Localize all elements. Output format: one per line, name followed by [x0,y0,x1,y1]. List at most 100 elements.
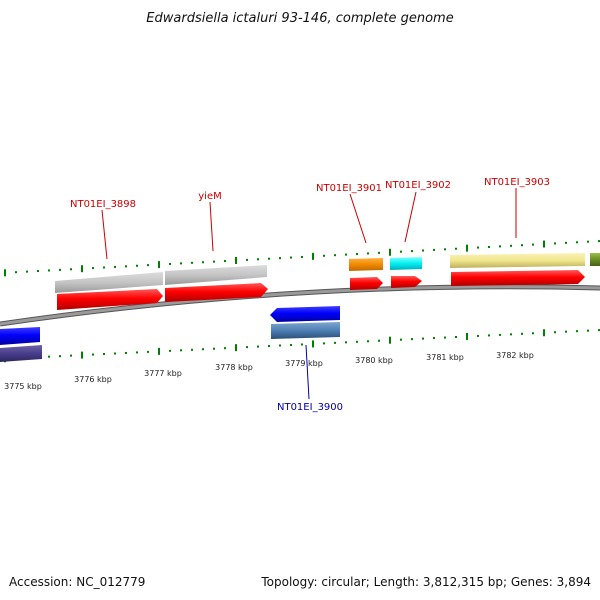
cog-feature-3902 [390,257,422,270]
gc-track-dot [70,268,72,271]
gc-track-tick [543,329,545,337]
gc-track-dot [532,332,534,335]
gc-track-dot [521,332,523,335]
gc-track-tick [235,344,237,352]
gc-track-dot [37,270,39,273]
gc-track-dot [532,243,534,246]
map-title: Edwardsiella ictaluri 93-146, complete g… [146,11,453,26]
gc-track-dot [224,260,226,263]
gc-track-dot [499,333,501,336]
gc-track-tick [4,269,6,277]
gc-track-dot [125,351,127,354]
gc-track-dot [367,252,369,255]
gc-track-dot [147,264,149,267]
gc-track-tick [158,347,160,355]
scale-tick-label: 3776 kbp [74,375,112,384]
gc-track-tick [235,256,237,264]
cds-arrow-left-reverse [0,327,40,345]
gc-track-dot [301,255,303,258]
gene-label-3898: NT01EI_3898 [70,199,136,210]
gc-track-dot [268,257,270,260]
gc-track-dot [169,262,171,265]
gc-track-dot [422,249,424,252]
gc-track-dot [565,330,567,333]
gc-track-dot [191,348,193,351]
cds-arrow-3903 [451,270,585,286]
gc-track-dot [444,248,446,251]
cog-feature-3903 [450,253,585,268]
gc-track-tick [389,248,391,256]
gc-track-dot [345,341,347,344]
gene-label-3902: NT01EI_3902 [385,180,451,191]
scale-tick-label: 3782 kbp [496,351,534,360]
gc-track-dot [290,256,292,259]
gc-track-tick [466,332,468,340]
gc-track-dot [576,330,578,333]
cog-feature-yieM [165,265,267,285]
gc-track-dot [268,345,270,348]
cog-feature-3901 [349,258,383,271]
gene-label-3903: NT01EI_3903 [484,177,550,188]
gc-track-dot [422,337,424,340]
cds-arrow-3902 [391,276,422,288]
gene-label-leaders [101,188,517,400]
gc-track-dot [103,353,105,356]
gc-track-dot [400,338,402,341]
gc-track-dot [246,258,248,261]
scale-tick-label: 3779 kbp [285,359,323,368]
gc-track-dot [48,269,50,272]
gc-track-dot [455,247,457,250]
gc-track-dot [103,266,105,269]
gc-content-track-inner [4,329,600,363]
gc-track-dot [455,336,457,339]
gc-track-dot [565,241,567,244]
cds-arrow-yieM [165,283,268,302]
scale-tick-label: 3778 kbp [215,363,253,372]
gc-track-dot [576,241,578,244]
gc-track-dot [477,246,479,249]
gc-track-dot [323,342,325,345]
gc-track-tick [81,265,83,273]
gc-track-dot [92,353,94,356]
gc-track-dot [378,339,380,342]
gc-track-dot [367,340,369,343]
gc-track-tick [543,240,545,248]
gc-track-dot [180,349,182,352]
gc-track-dot [169,349,171,352]
gc-track-dot [114,265,116,268]
scale-tick-label: 3775 kbp [4,382,42,391]
gc-track-dot [444,336,446,339]
gc-track-dot [488,334,490,337]
leader-line-3901 [349,193,367,244]
gc-track-dot [433,248,435,251]
scale-tick-label: 3780 kbp [355,356,393,365]
gc-track-dot [554,242,556,245]
leader-line-3900 [305,344,310,400]
gc-track-dot [378,251,380,254]
gc-track-dot [202,348,204,351]
gc-track-tick [466,244,468,252]
accession-text: Accession: NC_012779 [9,575,145,589]
cog-track [55,253,600,293]
gc-track-dot [598,240,600,243]
gc-track-dot [554,331,556,334]
scale-tick-label: 3777 kbp [144,369,182,378]
gc-track-dot [587,329,589,332]
gc-track-tick [81,351,83,359]
leader-line-3898 [101,209,108,260]
cog-feature-next [590,253,600,266]
gc-track-dot [246,346,248,349]
gc-track-dot [257,345,259,348]
gc-track-dot [279,257,281,260]
cog-feature-3900 [271,322,340,339]
gc-track-dot [147,350,149,353]
gc-track-dot [587,240,589,243]
gc-track-dot [180,262,182,265]
gc-track-dot [598,329,600,332]
gc-track-dot [411,338,413,341]
gc-track-dot [59,268,61,271]
gc-track-dot [356,340,358,343]
leader-line-yieM [209,201,214,252]
gc-track-dot [477,334,479,337]
